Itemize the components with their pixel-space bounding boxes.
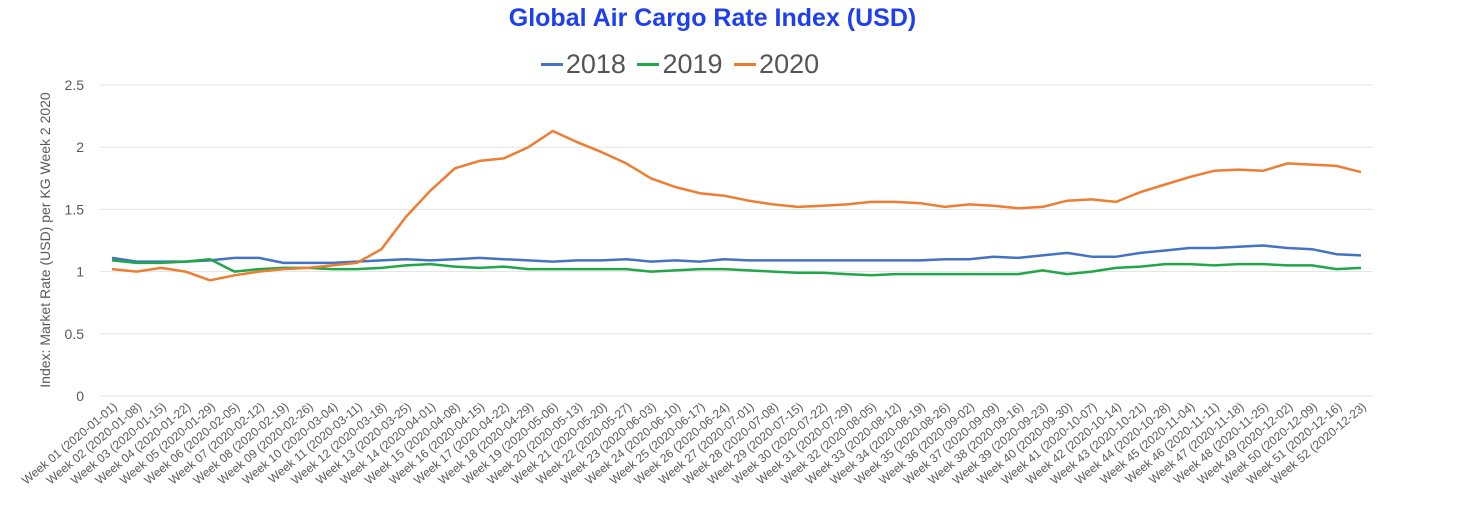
gridlines <box>100 84 1373 397</box>
legend-swatch-2018 <box>540 63 563 66</box>
legend-swatch-2019 <box>637 63 660 66</box>
legend-label-2019: 2019 <box>662 49 723 79</box>
y-tick-label: 1 <box>76 264 84 280</box>
chart-legend: 2018 2019 2020 <box>0 42 1360 80</box>
legend-item-2020: 2020 <box>734 49 819 80</box>
series-line-2018 <box>111 244 1362 265</box>
y-axis-ticks: 0 0.5 1 1.5 2 2.5 <box>65 77 85 404</box>
chart-title: Global Air Cargo Rate Index (USD) <box>508 4 917 32</box>
series-lines <box>111 129 1362 282</box>
x-axis-ticks: Week 01 (2020-01-01)Week 02 (2020-01-08)… <box>19 400 1369 488</box>
y-tick-label: 0.5 <box>65 326 85 342</box>
y-tick-label: 2 <box>76 139 84 155</box>
y-tick-label: 0 <box>76 388 84 404</box>
legend-swatch-2020 <box>734 63 757 66</box>
legend-item-2019: 2019 <box>637 49 723 80</box>
y-tick-label: 2.5 <box>65 77 85 93</box>
y-axis-label: Index: Market Rate (USD) per KG Week 2 2… <box>37 92 53 388</box>
series-line-2020 <box>111 129 1362 282</box>
legend-label-2020: 2020 <box>759 49 820 79</box>
series-line-2019 <box>111 257 1362 277</box>
legend-label-2018: 2018 <box>565 49 626 79</box>
legend-item-2018: 2018 <box>540 49 626 80</box>
y-tick-label: 1.5 <box>65 201 85 217</box>
